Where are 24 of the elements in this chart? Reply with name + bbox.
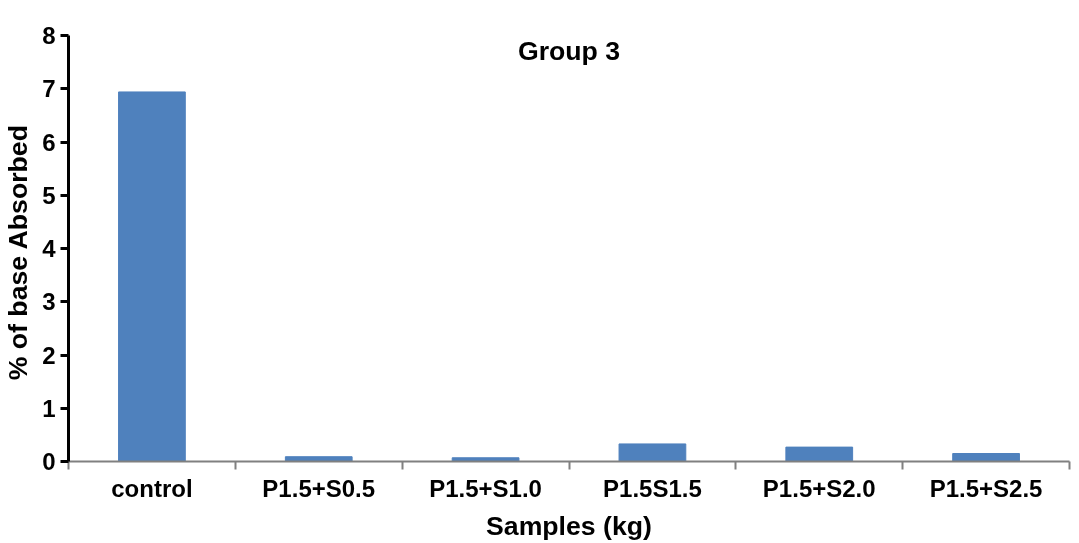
x-tick-label: P1.5S1.5	[603, 474, 702, 502]
chart-title: Group 3	[517, 35, 621, 66]
bar	[284, 456, 353, 462]
y-tick-label: 7	[42, 75, 56, 103]
bar	[118, 91, 186, 462]
y-tick-label: 1	[42, 394, 56, 422]
x-tick-label: P1.5+S0.5	[262, 474, 376, 502]
y-tick-label: 3	[42, 288, 56, 316]
y-tick-label: 4	[42, 235, 57, 262]
y-tick-label: 6	[42, 128, 56, 156]
bar	[618, 443, 687, 462]
y-tick-label: 5	[42, 181, 56, 209]
x-tick-label: P1.5+S1.0	[429, 474, 542, 502]
x-tick-label: P1.5+S2.5	[929, 474, 1043, 502]
x-tick-label: P1.5+S2.0	[762, 474, 876, 502]
bar	[451, 457, 520, 462]
y-tick-label: 2	[42, 341, 56, 369]
y-axis-title: % of base Absorbed	[3, 125, 34, 381]
x-axis-title: Samples (kg)	[486, 510, 652, 541]
bar	[785, 446, 854, 462]
y-tick-label: 0	[42, 448, 56, 475]
x-tick-label: control	[111, 474, 193, 502]
bar	[952, 453, 1020, 462]
y-tick-label: 8	[42, 22, 56, 49]
